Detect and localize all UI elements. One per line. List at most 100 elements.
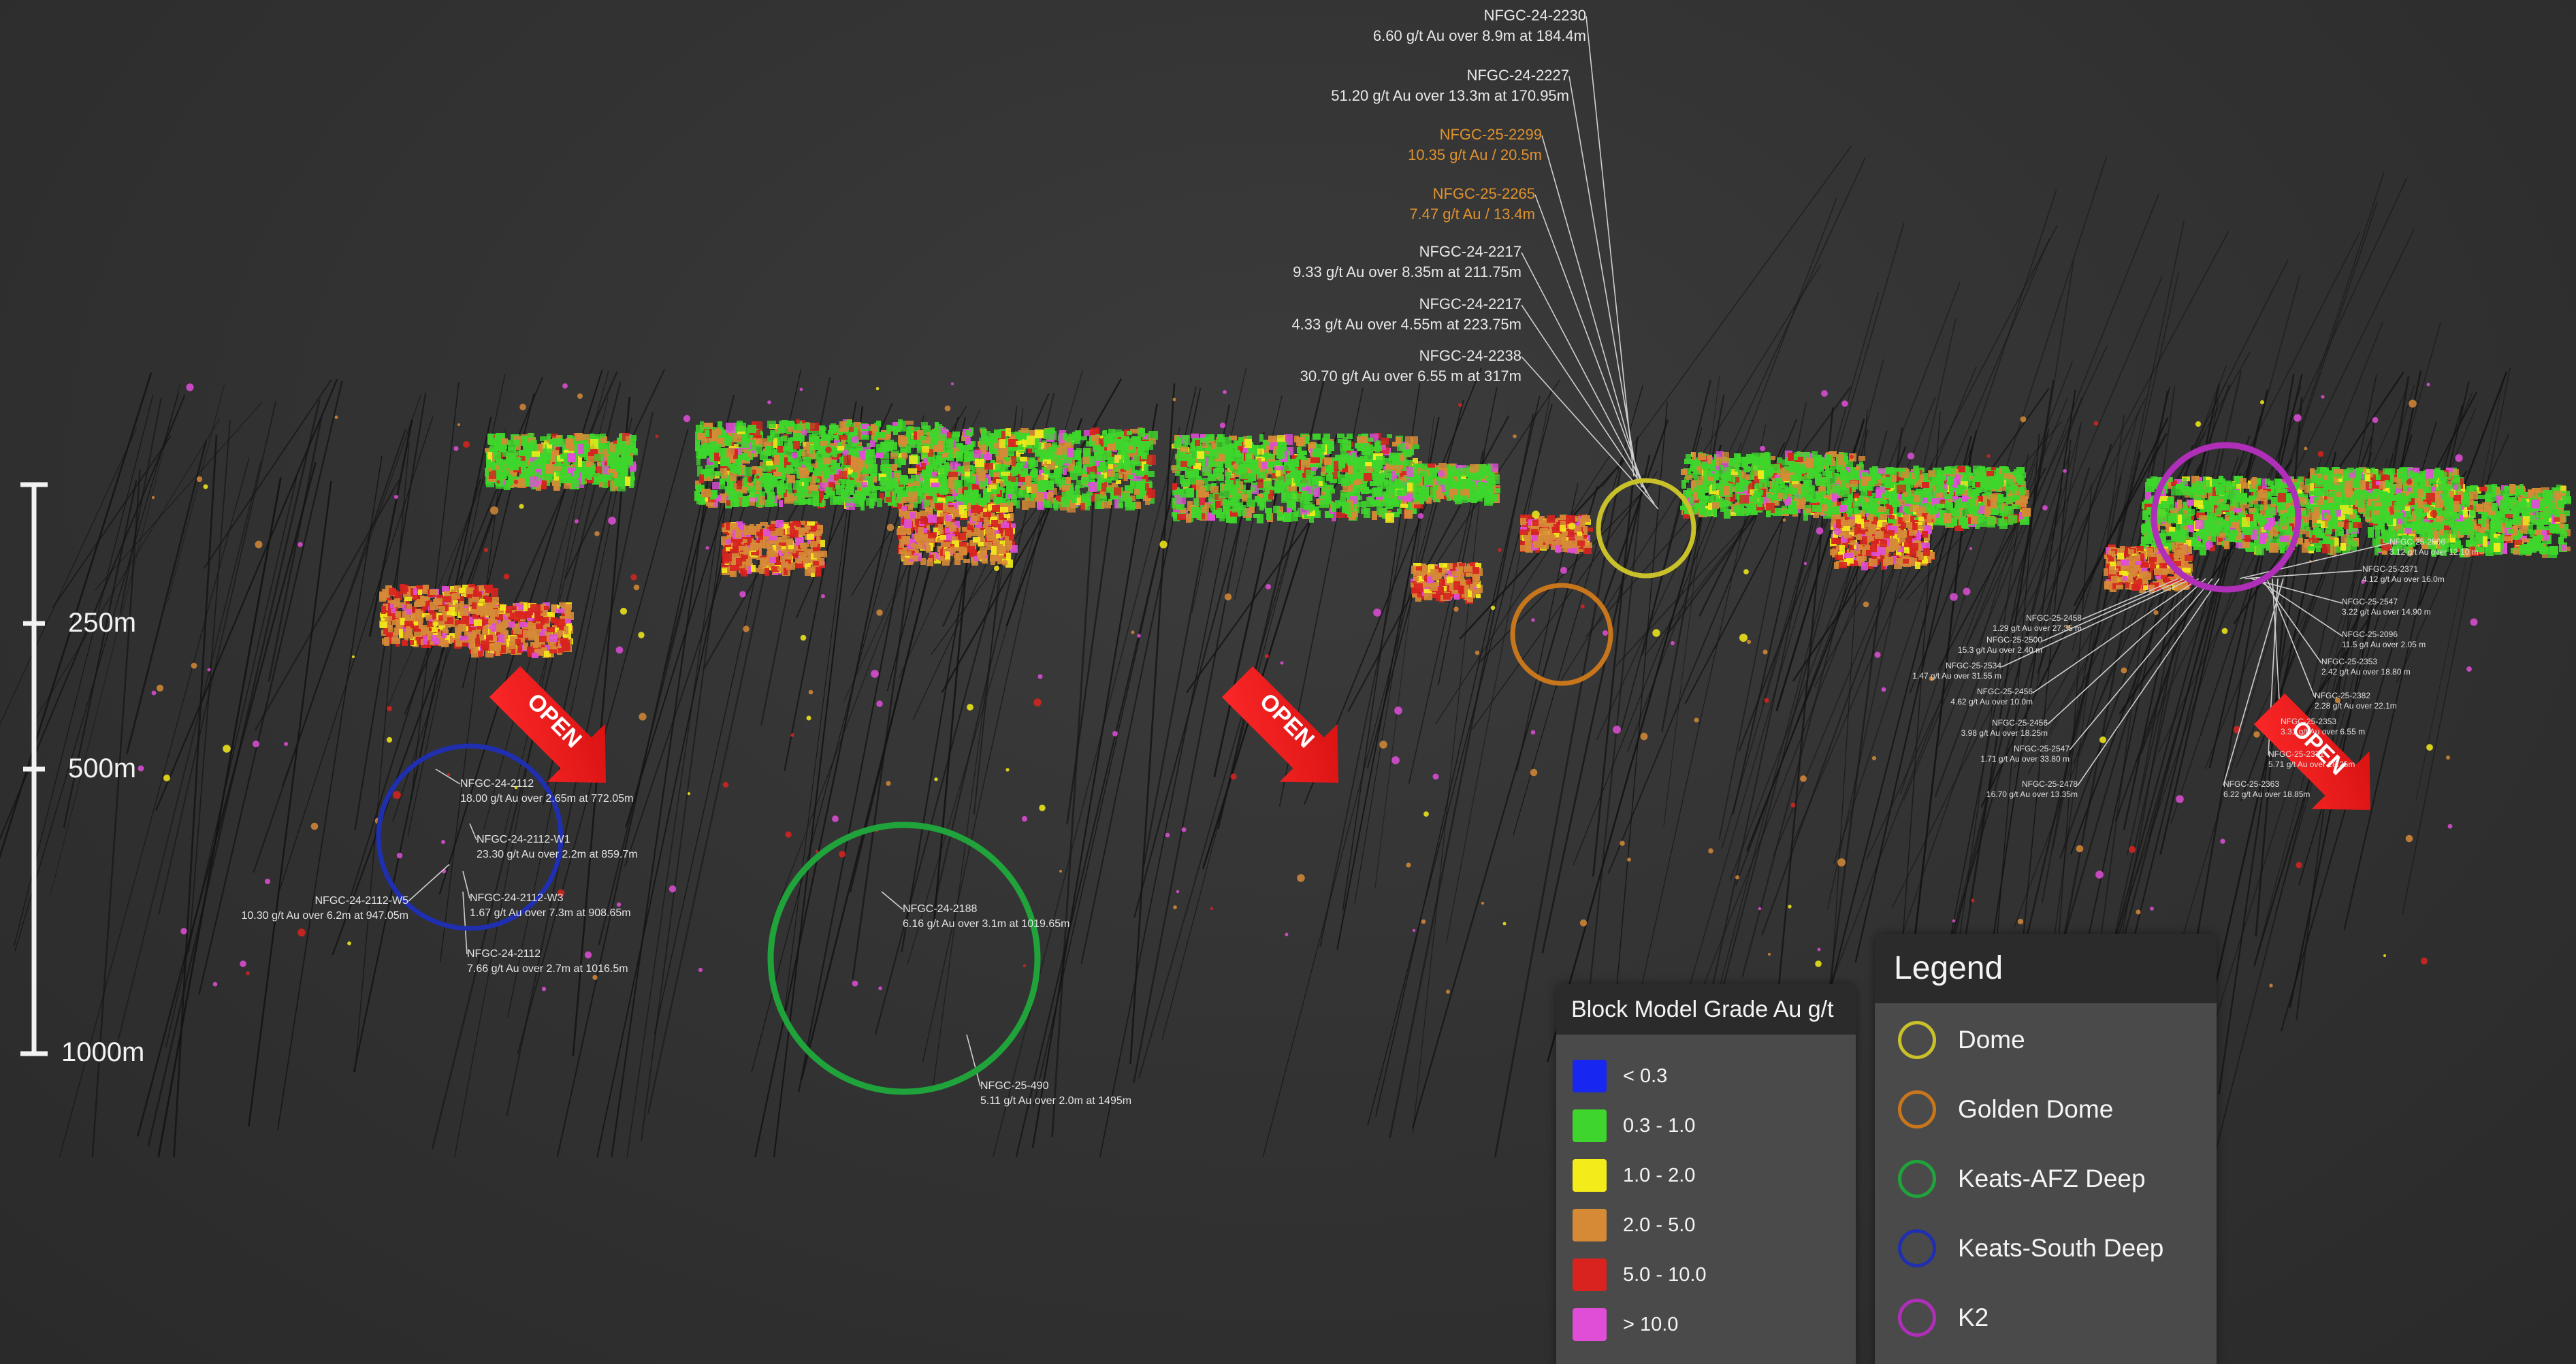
callout-hole-id: NFGC-25-2547	[2014, 744, 2070, 753]
grade-legend-panel: Block Model Grade Au g/t < 0.3 0.3 - 1.0…	[1556, 984, 1856, 1364]
callout-label: NFGC-25-2299 10.35 g/t Au / 20.5m	[1408, 126, 1542, 163]
callout-result: 4.62 g/t Au over 10.0m	[1950, 697, 2033, 707]
grade-legend-item: > 10.0	[1573, 1308, 1678, 1342]
callout-result: 6.22 g/t Au over 18.85m	[2223, 790, 2310, 799]
callout-hole-id: NFGC-25-2299	[1440, 126, 1542, 143]
zone-legend-label: Keats-South Deep	[1958, 1234, 2164, 1262]
callout-hole-id: NFGC-24-2112	[467, 948, 541, 960]
zone-ring-k2[interactable]	[2151, 442, 2302, 593]
grade-legend-item: < 0.3	[1573, 1059, 1667, 1093]
grade-legend-title: Block Model Grade Au g/t	[1556, 984, 1856, 1035]
callout-hole-id: NFGC-24-2217	[1419, 243, 1522, 260]
grade-swatch	[1573, 1259, 1607, 1291]
callout-hole-id: NFGC-24-2112	[460, 778, 534, 790]
callout-label: NFGC-24-2227 51.20 g/t Au over 13.3m at 1…	[1331, 67, 1569, 104]
grade-legend-label: > 10.0	[1623, 1313, 1679, 1335]
callout-result: 6.16 g/t Au over 3.1m at 1019.65m	[903, 918, 1070, 930]
callout-label: NFGC-24-2112-W3 1.67 g/t Au over 7.3m at …	[470, 892, 631, 919]
zone-legend-label: Golden Dome	[1958, 1095, 2114, 1123]
scale-bar	[20, 482, 48, 1056]
grade-legend-item: 5.0 - 10.0	[1573, 1258, 1707, 1292]
callout-result: 1.47 g/t Au over 31.55 m	[1912, 671, 2001, 681]
callout-result: 16.70 g/t Au over 13.35m	[1986, 790, 2078, 799]
zone-legend-panel: Legend Dome Golden Dome Keats-AFZ Deep K…	[1875, 934, 2217, 1364]
callout-hole-id: NFGC-25-2371	[2268, 749, 2324, 759]
drill-intercepts	[138, 382, 2478, 994]
grade-swatch	[1573, 1060, 1607, 1092]
grade-legend-label: 2.0 - 5.0	[1623, 1214, 1696, 1236]
zone-ring-golden-dome[interactable]	[1510, 583, 1613, 686]
callout-hole-id: NFGC-24-2188	[903, 903, 977, 915]
callout-leader-lines	[408, 16, 2390, 1087]
callout-result: 3.22 g/t Au over 14.90 m	[2342, 607, 2431, 617]
ring-icon	[1898, 1229, 1936, 1267]
callout-label: NFGC-24-2112-W1 23.30 g/t Au over 2.2m at…	[477, 834, 638, 860]
callout-result: 3.31 g/t Au over 6.55 m	[2281, 727, 2365, 736]
callout-result: 18.00 g/t Au over 2.65m at 772.05m	[460, 793, 633, 805]
zone-legend-item: Keats-AFZ Deep	[1898, 1152, 2146, 1206]
callout-result: 2.42 g/t Au over 18.80 m	[2321, 667, 2411, 677]
callout-result: 2.28 g/t Au over 22.1m	[2315, 701, 2397, 711]
ring-icon	[1898, 1021, 1936, 1059]
grade-legend-label: < 0.3	[1623, 1065, 1668, 1087]
callout-hole-id: NFGC-25-2265	[1433, 185, 1535, 202]
callout-hole-id: NFGC-25-2506	[2389, 537, 2445, 547]
callout-hole-id: NFGC-25-2382	[2315, 691, 2370, 700]
callout-label: NFGC-24-2112 7.66 g/t Au over 2.7m at 101…	[467, 948, 628, 975]
grade-legend-item: 1.0 - 2.0	[1573, 1158, 1695, 1192]
zone-legend-item: Golden Dome	[1898, 1082, 2113, 1137]
drill-hole-traces	[0, 146, 2511, 1158]
grade-legend-item: 2.0 - 5.0	[1573, 1208, 1695, 1242]
callout-hole-id: NFGC-25-2353	[2281, 717, 2336, 726]
zone-legend-item: K2	[1898, 1290, 1989, 1345]
zone-ring-keats-afz-deep[interactable]	[767, 822, 1041, 1095]
callout-result: 11.5 g/t Au over 2.05 m	[2342, 640, 2426, 649]
callout-hole-id: NFGC-25-2363	[2223, 779, 2279, 789]
zone-ring-keats-south-deep[interactable]	[376, 743, 564, 931]
callout-hole-id: NFGC-25-2096	[2342, 630, 2398, 639]
callout-result: 7.47 g/t Au / 13.4m	[1409, 206, 1535, 223]
callout-label: NFGC-25-2265 7.47 g/t Au / 13.4m	[1409, 185, 1535, 223]
grade-swatch	[1573, 1109, 1607, 1142]
scale-label-1000m: 1000m	[61, 1037, 145, 1067]
callout-label: NFGC-24-2230 6.60 g/t Au over 8.9m at 184…	[1373, 7, 1586, 44]
callout-result: 10.30 g/t Au over 6.2m at 947.05m	[242, 910, 409, 922]
zone-legend-title: Legend	[1875, 934, 2217, 1003]
callout-hole-id: NFGC-25-2534	[1946, 661, 2001, 670]
ring-icon	[1898, 1090, 1936, 1128]
callout-result: 10.35 g/t Au / 20.5m	[1408, 146, 1542, 163]
callout-hole-id: NFGC-24-2227	[1467, 67, 1569, 84]
zone-legend-label: Dome	[1958, 1026, 2025, 1054]
callout-result: 7.66 g/t Au over 2.7m at 1016.5m	[467, 963, 628, 975]
callout-result: 15.3 g/t Au over 2.40 m	[1958, 645, 2042, 655]
callout-result: 1.67 g/t Au over 7.3m at 908.65m	[470, 907, 631, 919]
block-model-voxels	[379, 419, 2571, 658]
zone-rings	[376, 442, 2302, 1095]
callouts-left: NFGC-24-2112 18.00 g/t Au over 2.65m at 7…	[242, 778, 1132, 1107]
callout-hole-id: NFGC-25-2547	[2342, 597, 2398, 606]
callout-result: 3.12 g/t Au over 12.10 m	[2389, 547, 2479, 557]
callout-hole-id: NFGC-25-2500	[1986, 635, 2042, 645]
callout-label: NFGC-24-2112-W5 10.30 g/t Au over 6.2m at…	[242, 895, 409, 922]
grade-swatch	[1573, 1159, 1607, 1192]
zone-ring-dome[interactable]	[1596, 478, 1696, 579]
callout-result: 5.11 g/t Au over 2.0m at 1495m	[980, 1095, 1131, 1107]
callout-hole-id: NFGC-24-2238	[1419, 347, 1522, 364]
zone-legend-item: Keats-South Deep	[1898, 1221, 2163, 1276]
scale-label-250m: 250m	[68, 608, 137, 638]
callout-hole-id: NFGC-25-2456	[1992, 718, 2048, 728]
grade-swatch	[1573, 1209, 1607, 1241]
